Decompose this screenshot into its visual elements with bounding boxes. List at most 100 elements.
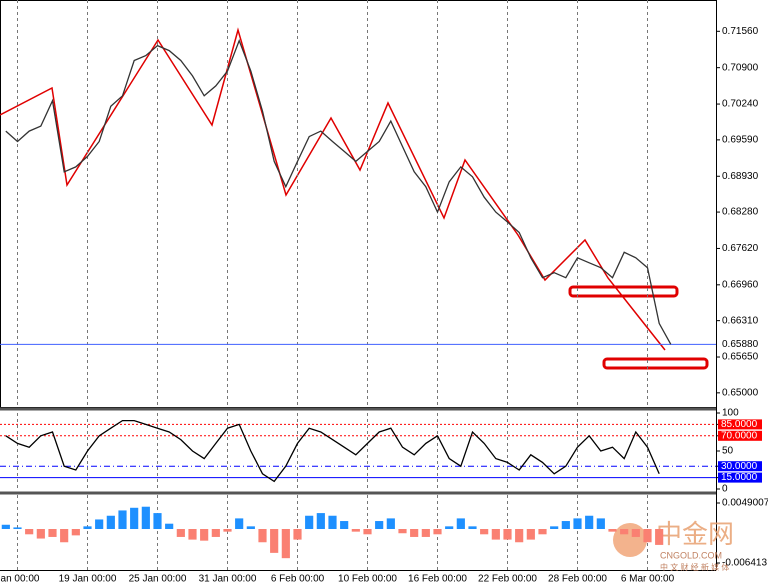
- y-tick-label: 0.70240: [722, 99, 759, 110]
- histogram-bar: [71, 528, 80, 536]
- histogram-bar: [270, 528, 279, 553]
- tick-label-box: [718, 419, 762, 430]
- histogram-bar: [165, 523, 174, 529]
- current-price-label: 0.65880: [722, 339, 759, 350]
- histogram-bar: [468, 526, 477, 529]
- x-tick-label: 6 Mar 00:00: [621, 574, 675, 585]
- histogram-bar: [258, 528, 267, 543]
- histogram-bar: [246, 526, 255, 529]
- series-line: [5, 419, 660, 483]
- histogram-bar: [200, 528, 209, 541]
- histogram-bar: [13, 527, 22, 529]
- histogram-bar: [328, 515, 337, 529]
- histogram-bar: [305, 515, 314, 529]
- watermark-tagline: 中 文 财 经 新 媒 体: [660, 562, 729, 572]
- y-tick-label: 0.67620: [722, 243, 759, 254]
- histogram-bar: [538, 528, 547, 535]
- frames: [0, 0, 717, 571]
- tick-label-box: [718, 430, 762, 441]
- y-tick-label: 0: [722, 484, 728, 495]
- histogram-bar: [118, 510, 127, 529]
- histogram-bar: [526, 528, 535, 540]
- histogram-bar: [153, 513, 162, 529]
- tick-label-box: [718, 461, 762, 472]
- y-tick-label: 30.0000: [721, 461, 758, 472]
- tick-label-box: [718, 472, 762, 483]
- histogram-bar: [176, 528, 185, 537]
- histogram-bar: [95, 519, 104, 529]
- histogram-bar: [643, 528, 652, 543]
- histogram-bar: [340, 521, 349, 529]
- histogram-bar: [60, 528, 69, 543]
- histogram-bar: [235, 518, 244, 529]
- y-tick-label: 0.69590: [722, 135, 759, 146]
- zigzag: [0, 27, 666, 351]
- histogram-bar: [585, 515, 594, 529]
- x-tick-label: 31 Jan 00:00: [199, 574, 257, 585]
- y-tick-label: 0.66310: [722, 315, 759, 326]
- histogram-bar: [211, 528, 220, 537]
- y-tick-label: 15.0000: [721, 472, 758, 483]
- histogram-bar: [433, 528, 442, 535]
- histogram-bar: [36, 528, 45, 539]
- histogram-bar: [48, 528, 57, 537]
- y-tick-label: 0.70900: [722, 62, 759, 73]
- highlight-box: [602, 357, 709, 370]
- watermark-subtitle: CNGOLD.COM: [660, 550, 722, 560]
- x-tick-label: 10 Feb 00:00: [338, 574, 397, 585]
- highlight-box: [568, 285, 679, 298]
- histogram-bar: [655, 528, 664, 545]
- x-tick-label: 6 Feb 00:00: [271, 574, 325, 585]
- histogram-bar: [445, 526, 454, 529]
- y-tick-label: 0.0049007: [722, 498, 768, 509]
- y-tick-label: -0.006413: [722, 558, 767, 569]
- y-tick-label: 0.68280: [722, 207, 759, 218]
- histogram-bar: [456, 518, 465, 529]
- histogram-bar: [386, 518, 395, 529]
- histogram-bar: [223, 528, 232, 532]
- histogram-bar: [375, 521, 384, 529]
- histogram-bar: [608, 528, 617, 532]
- y-tick-label: 85.0000: [721, 419, 758, 430]
- series-line: [5, 38, 672, 345]
- histogram-bar: [410, 528, 419, 537]
- histogram-bar: [25, 528, 34, 535]
- histogram-bar: [1, 524, 10, 529]
- y-tick-label: 0.66960: [722, 279, 759, 290]
- histogram-bar: [620, 528, 629, 535]
- histogram-bar: [351, 528, 360, 532]
- y-tick-label: 0.68930: [722, 171, 759, 182]
- watermark-title: 中金网: [656, 519, 734, 549]
- histogram-bar: [515, 528, 524, 543]
- histogram-bar: [573, 518, 582, 529]
- logo: [613, 523, 647, 557]
- histogram-bar: [141, 506, 150, 529]
- histogram-bar: [106, 515, 115, 529]
- y-tick-label: 50: [722, 446, 734, 457]
- y-tick-label: 0.65650: [722, 352, 759, 363]
- histogram-bar: [596, 518, 605, 529]
- histogram-bar: [421, 528, 430, 537]
- y-tick-label: 0.71560: [722, 26, 759, 37]
- histogram-bar: [130, 507, 139, 529]
- histogram-bar: [550, 526, 559, 529]
- histogram-bar: [316, 513, 325, 529]
- x-tick-label: 16 Feb 00:00: [408, 574, 467, 585]
- x-tick-label: 25 Jan 00:00: [129, 574, 187, 585]
- x-tick-label: 28 Feb 00:00: [548, 574, 607, 585]
- histogram-bar: [293, 528, 302, 540]
- x-tick-label: 22 Feb 00:00: [478, 574, 537, 585]
- histogram-bar: [631, 528, 640, 537]
- histogram-bar: [561, 521, 570, 529]
- y-tick-label: 0.65000: [722, 387, 759, 398]
- histogram-bar: [480, 528, 489, 535]
- y-tick-label: 100: [722, 408, 739, 419]
- histogram-bar: [491, 528, 500, 540]
- histogram-bar: [83, 526, 92, 529]
- histogram-bar: [363, 528, 372, 535]
- histogram-bar: [503, 528, 512, 540]
- x-tick-label: Jan 00:00: [0, 574, 40, 585]
- y-tick-label: 70.0000: [721, 430, 758, 441]
